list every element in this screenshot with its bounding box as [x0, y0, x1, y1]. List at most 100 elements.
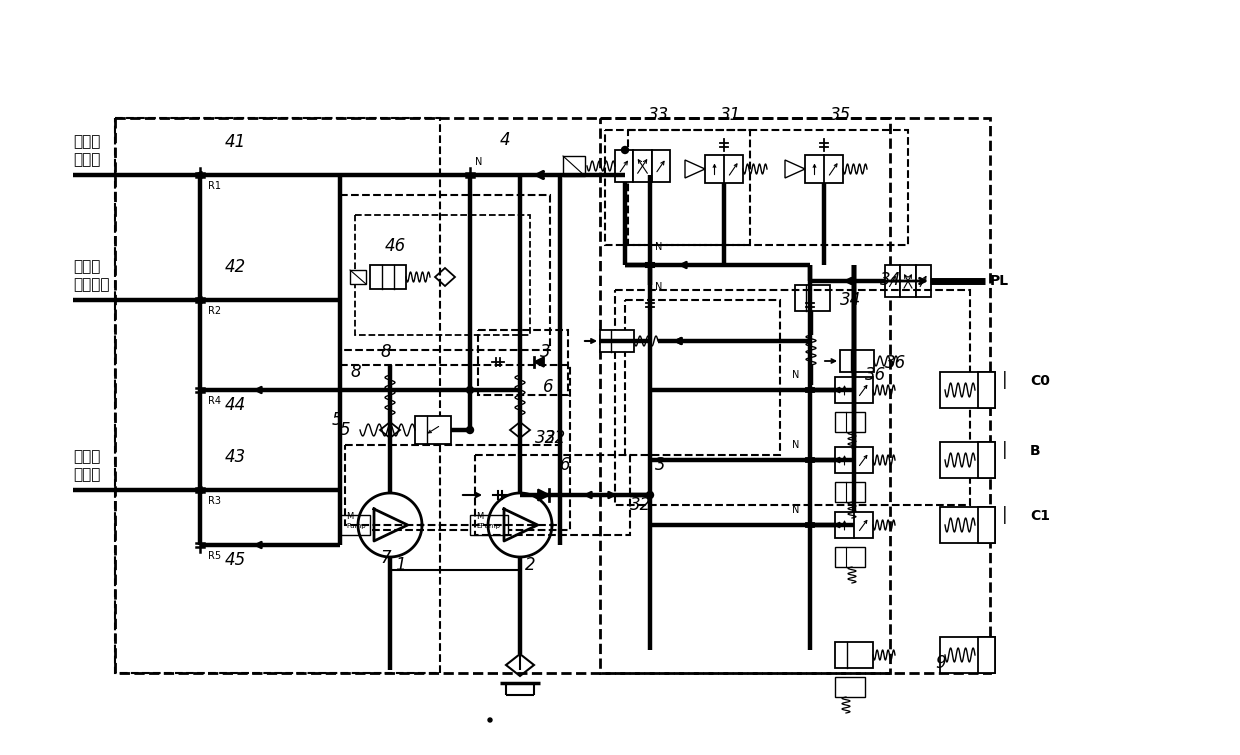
Text: R2: R2 — [208, 306, 221, 316]
Bar — [978, 507, 994, 543]
Bar — [835, 377, 873, 403]
Text: |: | — [1002, 441, 1008, 459]
Circle shape — [466, 387, 474, 393]
Text: 离合器
冷却油路: 离合器 冷却油路 — [73, 260, 109, 292]
Bar — [978, 442, 994, 478]
Text: 32: 32 — [630, 496, 651, 514]
Bar — [345, 445, 560, 525]
Bar — [940, 442, 994, 478]
Bar — [615, 290, 970, 505]
Text: 电机冷
却油路: 电机冷 却油路 — [73, 449, 100, 482]
Text: C0: C0 — [1030, 374, 1050, 388]
Text: R4: R4 — [208, 396, 221, 406]
Bar — [600, 118, 990, 673]
Bar — [915, 265, 931, 297]
Text: |: | — [1002, 506, 1008, 524]
Bar — [475, 455, 630, 535]
Text: R5: R5 — [208, 551, 221, 561]
Text: C1: C1 — [1030, 509, 1050, 523]
Text: 32: 32 — [534, 429, 557, 447]
Circle shape — [621, 146, 629, 153]
Bar — [835, 412, 866, 432]
Text: N: N — [655, 242, 662, 252]
Bar — [885, 265, 900, 297]
Circle shape — [466, 427, 474, 433]
Text: PL: PL — [990, 274, 1009, 288]
Bar — [627, 130, 908, 245]
Text: 8: 8 — [350, 363, 361, 381]
Bar — [940, 372, 994, 408]
Text: 43: 43 — [224, 448, 247, 466]
Text: 5: 5 — [332, 411, 342, 429]
Bar — [340, 365, 570, 530]
Text: 8: 8 — [379, 343, 391, 361]
Text: 36: 36 — [885, 354, 906, 372]
Bar — [835, 482, 866, 502]
Bar — [835, 642, 873, 668]
Bar — [839, 350, 874, 372]
Text: R3: R3 — [208, 496, 221, 506]
Text: 2: 2 — [525, 556, 536, 574]
Bar — [978, 372, 994, 408]
Bar — [835, 547, 866, 567]
Circle shape — [646, 492, 653, 498]
Text: M: M — [476, 512, 484, 521]
Bar — [477, 330, 568, 395]
Text: 32: 32 — [546, 429, 567, 447]
Text: 5: 5 — [340, 421, 351, 439]
Text: 9: 9 — [935, 654, 946, 672]
Bar — [835, 512, 873, 538]
Text: 44: 44 — [224, 396, 247, 414]
Text: 6: 6 — [543, 378, 553, 396]
Text: 轴齿冷
却油路: 轴齿冷 却油路 — [73, 134, 100, 167]
Bar — [835, 677, 866, 697]
Bar — [600, 330, 634, 352]
Text: 1: 1 — [396, 556, 405, 574]
Text: M: M — [346, 512, 353, 521]
Bar — [605, 130, 750, 245]
Text: 4: 4 — [500, 131, 511, 149]
Text: N: N — [792, 505, 800, 515]
Bar — [625, 300, 780, 455]
Text: 35: 35 — [830, 106, 851, 124]
Text: 7: 7 — [379, 549, 391, 567]
Text: 3: 3 — [539, 343, 551, 361]
Text: N: N — [792, 370, 800, 380]
Bar — [900, 265, 915, 297]
Bar — [563, 156, 585, 176]
Bar — [115, 118, 440, 673]
Bar — [340, 195, 551, 350]
Bar — [415, 416, 451, 444]
Text: 41: 41 — [224, 133, 247, 151]
Bar — [940, 637, 994, 673]
Text: 31: 31 — [720, 106, 742, 124]
Text: R1: R1 — [208, 181, 221, 191]
Bar — [615, 150, 634, 182]
Bar — [795, 285, 830, 311]
Text: N: N — [792, 440, 800, 450]
Polygon shape — [785, 160, 805, 178]
Bar — [652, 150, 670, 182]
Text: EPump: EPump — [476, 523, 500, 529]
Text: B: B — [1030, 444, 1040, 458]
Bar — [370, 265, 405, 289]
Bar — [706, 155, 743, 183]
Bar — [805, 155, 843, 183]
Text: N: N — [655, 282, 662, 292]
Bar — [355, 215, 529, 335]
Bar — [340, 515, 370, 535]
Text: 36: 36 — [866, 366, 887, 384]
Circle shape — [489, 718, 492, 722]
Bar — [115, 118, 890, 673]
Bar — [634, 150, 652, 182]
Text: 34: 34 — [880, 271, 901, 289]
Polygon shape — [538, 489, 549, 501]
Polygon shape — [534, 357, 544, 367]
Bar — [940, 507, 994, 543]
Text: 33: 33 — [649, 106, 670, 124]
Bar — [350, 270, 366, 284]
Text: 45: 45 — [224, 551, 247, 569]
Text: 34: 34 — [839, 291, 862, 309]
Bar — [978, 637, 994, 673]
Polygon shape — [684, 160, 706, 178]
